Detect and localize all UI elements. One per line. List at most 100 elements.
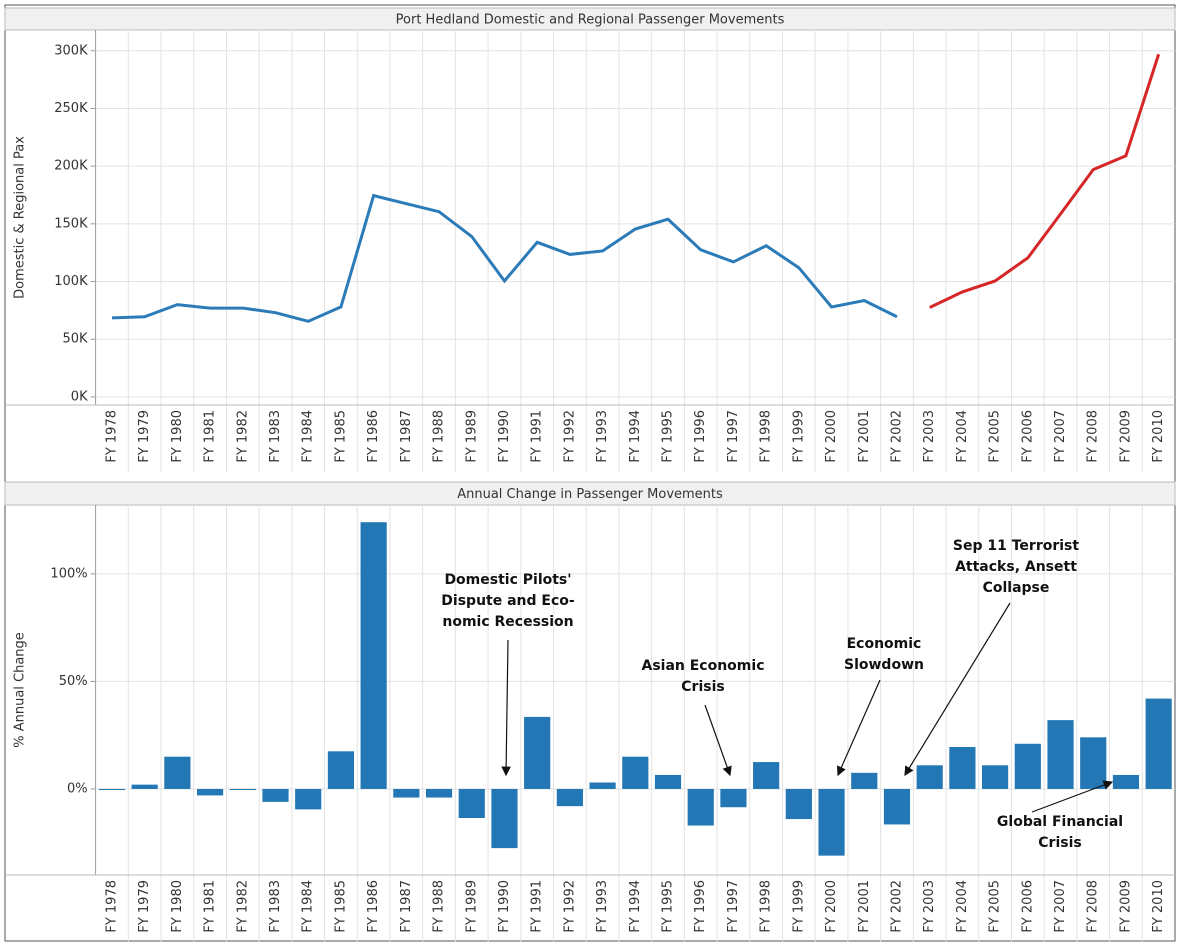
bar [818, 788, 845, 856]
bar [327, 751, 355, 789]
bar [720, 788, 747, 808]
x-tick-label: FY 2006 [1020, 880, 1035, 933]
y-tick-label: 0% [67, 781, 88, 796]
annotation-arrow [1031, 780, 1114, 813]
x-tick-label: FY 1997 [726, 880, 741, 933]
x-tick-label: FY 1992 [562, 880, 577, 933]
x-tick-label: FY 1995 [661, 880, 676, 933]
x-tick-label: FY 1996 [693, 410, 708, 463]
x-tick-label: FY 1990 [497, 880, 512, 933]
annotation: Global Financial [997, 814, 1123, 830]
x-tick-label: FY 1983 [268, 410, 283, 463]
bar [1047, 720, 1074, 789]
x-tick-label: FY 1989 [464, 880, 479, 933]
x-tick-label: FY 1998 [759, 880, 774, 933]
y-tick-label: 250K [54, 101, 88, 116]
x-tick-label: FY 2002 [889, 410, 904, 463]
annotation-arrow [904, 602, 1011, 777]
annotation-arrow [704, 704, 732, 777]
annotation: Economic [847, 636, 922, 652]
x-tick-label: FY 1993 [595, 410, 610, 463]
bar [785, 788, 812, 820]
chart-title: Port Hedland Domestic and Regional Passe… [396, 13, 785, 28]
bar [916, 765, 943, 789]
bar [458, 788, 485, 818]
x-tick-label: FY 2004 [955, 880, 970, 933]
bar [524, 716, 551, 789]
x-tick-label: FY 2006 [1020, 410, 1035, 463]
bar [949, 747, 976, 789]
x-tick-label: FY 2010 [1151, 880, 1166, 933]
x-tick-label: FY 1984 [301, 880, 316, 933]
x-tick-label: FY 2005 [988, 410, 1003, 463]
annotation-arrow [837, 679, 881, 777]
x-tick-label: FY 1999 [791, 880, 806, 933]
x-tick-label: FY 1994 [628, 880, 643, 933]
y-tick-label: 150K [54, 216, 88, 231]
x-tick-label: FY 2007 [1053, 880, 1068, 933]
bar [262, 788, 289, 802]
x-tick-label: FY 1983 [268, 880, 283, 933]
title-bar [4, 481, 1176, 506]
x-tick-label: FY 1987 [399, 410, 414, 463]
x-tick-label: FY 2001 [857, 410, 872, 463]
x-tick-label: FY 1982 [235, 880, 250, 933]
x-tick-label: FY 2003 [922, 410, 937, 463]
x-tick-label: FY 2008 [1086, 410, 1101, 463]
x-tick-label: FY 2008 [1086, 880, 1101, 933]
bar [687, 788, 714, 826]
x-tick-label: FY 1990 [497, 410, 512, 463]
x-tick-label: FY 2001 [857, 880, 872, 933]
annotation: Crisis [681, 679, 724, 695]
x-tick-label: FY 2000 [824, 880, 839, 933]
x-tick-label: FY 1991 [530, 880, 545, 933]
x-tick-label: FY 1980 [170, 880, 185, 933]
bar [556, 788, 583, 807]
bar [131, 784, 158, 789]
x-tick-label: FY 2009 [1118, 880, 1133, 933]
bar [164, 756, 191, 789]
x-tick-label: FY 1985 [333, 880, 348, 933]
x-tick-label: FY 1998 [759, 410, 774, 463]
x-tick-label: FY 1986 [366, 410, 381, 463]
y-axis-label: Domestic & Regional Pax [13, 136, 28, 299]
x-tick-label: FY 1980 [170, 410, 185, 463]
x-tick-label: FY 2000 [824, 410, 839, 463]
x-tick-label: FY 1992 [562, 410, 577, 463]
annotation-arrow [501, 639, 511, 777]
annotation: Dispute and Eco- [441, 593, 575, 609]
x-tick-label: FY 1999 [791, 410, 806, 463]
bar [589, 782, 616, 789]
x-tick-label: FY 1988 [432, 880, 447, 933]
title-bar [4, 7, 1176, 31]
x-tick-label: FY 1996 [693, 880, 708, 933]
bar [1080, 737, 1107, 789]
x-tick-label: FY 1987 [399, 880, 414, 933]
y-tick-label: 0K [71, 389, 88, 404]
y-tick-label: 100K [54, 274, 88, 289]
bar [360, 522, 387, 789]
x-tick-label: FY 1982 [235, 410, 250, 463]
x-tick-label: FY 2005 [988, 880, 1003, 933]
bar [622, 756, 649, 789]
annotation: Sep 11 Terrorist [953, 538, 1079, 554]
annotation: Domestic Pilots' [444, 572, 571, 588]
annotation: Slowdown [844, 657, 924, 673]
y-tick-label: 300K [54, 43, 88, 58]
bar [295, 788, 322, 810]
x-tick-label: FY 1994 [628, 410, 643, 463]
y-tick-label: 50% [59, 674, 88, 689]
y-tick-label: 200K [54, 159, 88, 174]
bar [491, 788, 518, 849]
x-tick-label: FY 1979 [137, 410, 152, 463]
x-tick-label: FY 1979 [137, 880, 152, 933]
x-tick-label: FY 2002 [889, 880, 904, 933]
x-tick-label: FY 1986 [366, 880, 381, 933]
x-tick-label: FY 1989 [464, 410, 479, 463]
bar [1112, 774, 1140, 789]
annotation: Crisis [1038, 835, 1081, 851]
x-tick-label: FY 1984 [301, 410, 316, 463]
x-tick-label: FY 2007 [1053, 410, 1068, 463]
x-tick-label: FY 1978 [104, 880, 119, 933]
bar [982, 765, 1009, 789]
